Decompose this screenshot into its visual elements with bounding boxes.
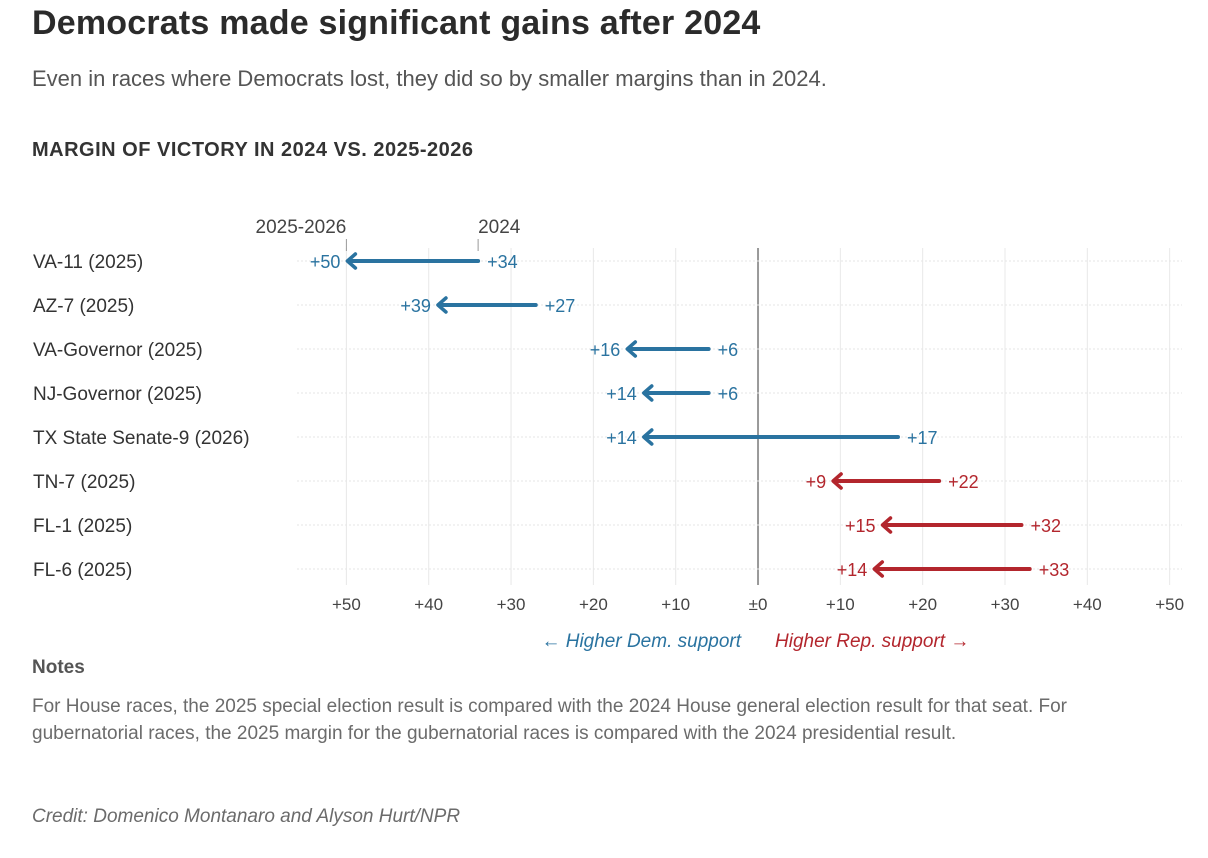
arrow-head-icon [872, 560, 885, 578]
x-tick-label: +50 [1155, 595, 1184, 614]
x-tick-label: +50 [332, 595, 361, 614]
label-2024: +32 [1030, 516, 1061, 536]
notes-heading: Notes [32, 657, 85, 678]
label-2025-2026: +9 [806, 472, 827, 492]
label-2024: +22 [948, 472, 979, 492]
legend-new: 2025-2026 [256, 217, 347, 238]
label-2025-2026: +50 [310, 252, 341, 272]
x-tick-label: +30 [991, 595, 1020, 614]
arrow-head-icon [831, 472, 843, 490]
arrow-head-icon [625, 340, 638, 358]
row-label: TX State Senate-9 (2026) [33, 428, 250, 449]
arrow-chart: +50 +40 +30 +20 +10 ±0 +10 +20 +30 +40 +50 VA-11 (2… [33, 217, 1184, 652]
dem-direction-label: ← Higher Dem. support [541, 631, 741, 652]
label-2025-2026: +15 [845, 516, 876, 536]
label-2024: +6 [718, 384, 739, 404]
x-tick-label: +20 [908, 595, 937, 614]
x-tick-label: +40 [1073, 595, 1102, 614]
label-2024: +17 [907, 428, 938, 448]
label-2025-2026: +16 [590, 340, 621, 360]
label-2025-2026: +39 [400, 296, 431, 316]
label-2024: +6 [718, 340, 739, 360]
label-2024: +27 [545, 296, 576, 316]
label-2025-2026: +14 [606, 384, 637, 404]
label-2024: +34 [487, 252, 518, 272]
label-2025-2026: +14 [606, 428, 637, 448]
row-label: VA-Governor (2025) [33, 340, 203, 361]
arrow-head-icon [642, 384, 654, 402]
row-label: VA-11 (2025) [33, 252, 143, 273]
x-tick-label: +40 [414, 595, 443, 614]
x-tick-label: +10 [826, 595, 855, 614]
credit: Credit: Domenico Montanaro and Alyson Hu… [32, 806, 461, 827]
legend-old: 2024 [478, 217, 521, 238]
row-label: TN-7 (2025) [33, 472, 135, 493]
notes-text: For House races, the 2025 special electi… [32, 696, 1067, 744]
chart-title: MARGIN OF VICTORY IN 2024 VS. 2025-2026 [32, 139, 474, 161]
row-label: FL-6 (2025) [33, 560, 132, 581]
subtitle: Even in races where Democrats lost, they… [32, 66, 827, 91]
x-tick-label: +30 [497, 595, 526, 614]
x-tick-label: +20 [579, 595, 608, 614]
row-label: AZ-7 (2025) [33, 296, 134, 317]
row-label: NJ-Governor (2025) [33, 384, 202, 405]
row-label: FL-1 (2025) [33, 516, 132, 537]
arrow-head-icon [345, 252, 358, 270]
label-2024: +33 [1039, 560, 1070, 580]
arrow-head-icon [436, 296, 448, 314]
rep-direction-label: Higher Rep. support → [775, 631, 969, 652]
x-tick-label: ±0 [749, 595, 768, 614]
x-tick-label: +10 [661, 595, 690, 614]
arrow-head-icon [880, 516, 893, 534]
arrow-head-icon [642, 428, 654, 446]
page-title: Democrats made significant gains after 2… [32, 4, 761, 42]
label-2025-2026: +14 [837, 560, 868, 580]
